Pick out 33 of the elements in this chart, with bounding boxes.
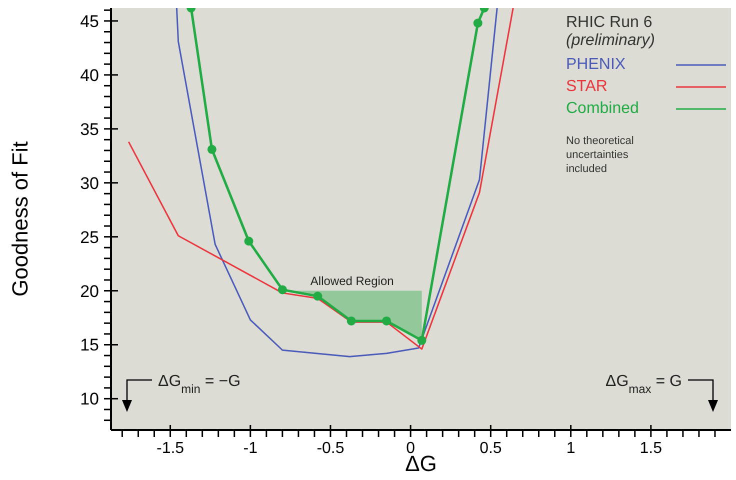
x-tick-label: 1 (566, 440, 576, 457)
annotation: (preliminary) (566, 32, 656, 50)
annotation: No theoretical uncertainties included (566, 134, 635, 176)
annotation: ΔG$_{min}$ = −G (158, 373, 241, 396)
y-tick-label: 20 (80, 282, 99, 301)
text: PHENIX (566, 55, 626, 75)
x-tick-label: 0 (406, 440, 416, 457)
point (346, 316, 356, 326)
x-tick-label: -1 (243, 440, 258, 457)
line-series (128, 8, 514, 350)
y-tick-label: 40 (80, 66, 99, 85)
x-tick-label: -0.5 (316, 440, 344, 457)
point (244, 236, 254, 246)
y-tick-label: 30 (80, 174, 99, 193)
y-tick-label: 45 (80, 12, 99, 31)
legend-title: RHIC Run 6 (566, 14, 654, 32)
point (278, 285, 287, 294)
text: STAR (566, 77, 608, 97)
point (382, 316, 392, 326)
y-axis-title: Goodness of Fit (8, 141, 34, 297)
y-tick-label: 25 (80, 228, 99, 247)
y-tick-label: 10 (80, 390, 99, 409)
annotation: ΔG$_{max}$ = G (606, 373, 682, 396)
legend-label: Combined (566, 99, 639, 119)
x-tick-label: -1.5 (156, 440, 184, 457)
x-tick-label: 0.5 (480, 440, 502, 457)
point (207, 144, 216, 154)
y-tick-label: 35 (80, 120, 99, 139)
point (417, 336, 426, 345)
annotation: Allowed Region (310, 274, 394, 288)
x-tick-label: 1.5 (640, 440, 662, 457)
point (313, 292, 322, 301)
y-tick-label: 15 (80, 336, 99, 355)
